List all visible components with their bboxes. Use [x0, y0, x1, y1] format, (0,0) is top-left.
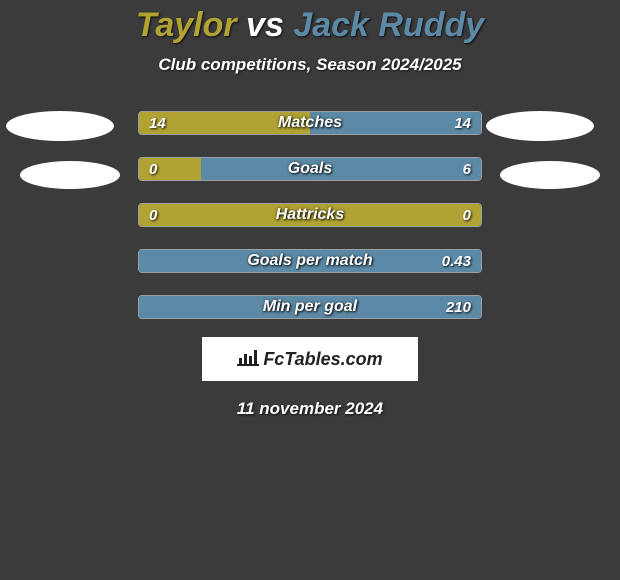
stat-label: Hattricks: [139, 204, 481, 226]
title-player2: Jack Ruddy: [293, 6, 484, 44]
stat-row: Goals0 6: [138, 157, 482, 181]
title-vs: vs: [246, 6, 284, 44]
stat-value-left: 0: [149, 204, 157, 226]
stat-value-right: 210: [446, 296, 471, 318]
logo: FcTables.com: [237, 348, 382, 371]
stat-rows: Matches1414Goals06Hattricks00Goals per m…: [138, 111, 482, 319]
title-player1: Taylor: [136, 6, 237, 44]
stat-label: Matches: [139, 112, 481, 134]
comparison-title: Taylor vs Jack Ruddy: [0, 0, 620, 45]
stat-value-right: 0: [463, 204, 471, 226]
stat-value-right: 6: [463, 158, 471, 180]
stat-label: Goals: [139, 158, 481, 180]
logo-box: FcTables.com: [202, 337, 418, 381]
stat-row: Hattricks0 0: [138, 203, 482, 227]
subtitle: Club competitions, Season 2024/2025: [0, 55, 620, 75]
decor-ellipse-right-top: [486, 111, 594, 141]
stat-value-left: 0: [149, 158, 157, 180]
stat-label: Min per goal: [139, 296, 481, 318]
date: 11 november 2024: [0, 399, 620, 419]
logo-text: FcTables.com: [263, 349, 382, 370]
chart-area: Matches1414Goals06Hattricks00Goals per m…: [0, 111, 620, 319]
stat-label: Goals per match: [139, 250, 481, 272]
decor-ellipse-left-bot: [20, 161, 120, 189]
stat-row: Min per goal210: [138, 295, 482, 319]
chart-icon: [237, 348, 259, 371]
stat-value-right: 0.43: [442, 250, 471, 272]
stat-value-left: 14: [149, 112, 166, 134]
stat-value-right: 14: [454, 112, 471, 134]
stat-row: Matches14 14: [138, 111, 482, 135]
stat-row: Goals per match0.43: [138, 249, 482, 273]
decor-ellipse-right-bot: [500, 161, 600, 189]
decor-ellipse-left-top: [6, 111, 114, 141]
